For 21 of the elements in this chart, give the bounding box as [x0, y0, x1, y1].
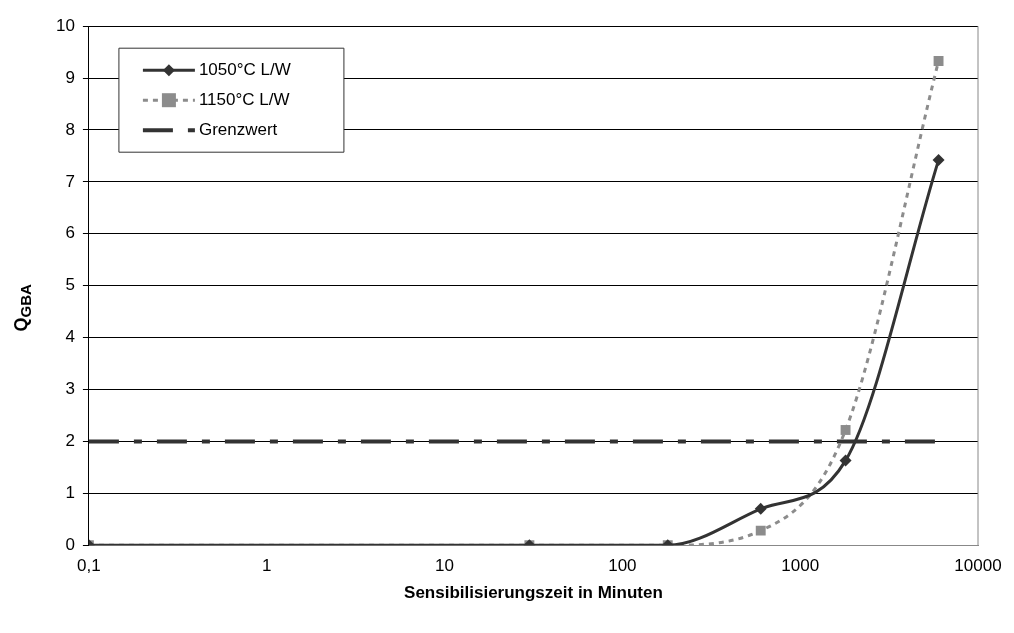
- y-tick-label: 2: [65, 431, 75, 451]
- x-tick-label: 1000: [781, 556, 820, 576]
- y-tick-label: 6: [65, 223, 75, 243]
- y-tick-label: 0: [65, 534, 75, 554]
- y-tick-label: 9: [65, 67, 75, 87]
- y-tick-label: 1: [65, 482, 75, 502]
- y-tick-label: 8: [65, 119, 75, 139]
- x-tick-label: 1: [261, 556, 272, 576]
- y-tick-label: 4: [65, 327, 75, 347]
- legend-label: Grenzwert: [198, 119, 278, 139]
- legend-label: 1050°C L/W: [198, 59, 291, 79]
- y-tick-label: 5: [65, 275, 75, 295]
- x-axis-title: Sensibilisierungszeit in Minuten: [404, 583, 663, 603]
- y-tick-label: 7: [65, 171, 75, 191]
- legend-label: 1150°C L/W: [198, 89, 290, 109]
- y-tick-label: 3: [65, 379, 75, 399]
- x-tick-label: 10000: [954, 556, 1002, 576]
- y-tick-label: 10: [55, 15, 75, 35]
- x-tick-label: 0,1: [77, 556, 101, 576]
- x-tick-label: 100: [608, 556, 637, 576]
- x-tick-label: 10: [435, 556, 455, 576]
